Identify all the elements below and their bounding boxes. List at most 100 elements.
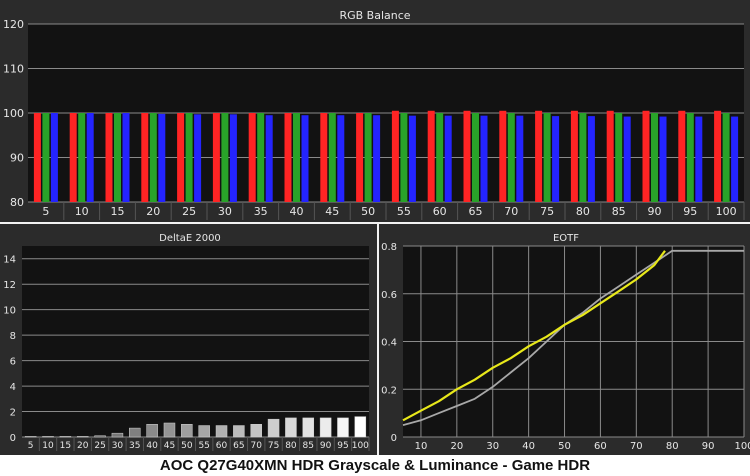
deltae-bar <box>215 425 228 438</box>
bar-green <box>651 113 658 202</box>
x-tick-label: 40 <box>290 205 304 218</box>
x-tick-label: 85 <box>612 205 626 218</box>
deltae-bar <box>285 417 297 438</box>
x-tick-label: 20 <box>146 205 160 218</box>
x-tick-label: 35 <box>254 205 268 218</box>
bar-red <box>177 113 185 202</box>
x-tick-label: 90 <box>702 441 715 452</box>
x-tick-label: 80 <box>666 441 679 452</box>
bar-green <box>507 113 515 202</box>
deltae-bar <box>233 425 245 438</box>
bar-green <box>543 113 551 202</box>
x-tick-label: 90 <box>648 205 662 218</box>
bar-red <box>570 110 578 202</box>
y-tick-label: 10 <box>3 306 16 317</box>
x-tick-label: 60 <box>433 205 447 218</box>
bar-blue <box>408 115 416 202</box>
rgb-chart: 80 90 100 110 120 5 10 15 20 25 30 35 40 45 50 55 60 65 70… <box>3 18 745 220</box>
deltae-bar <box>354 416 367 438</box>
bar-red <box>141 113 149 202</box>
eotf-chart: 0 0.2 0.4 0.6 0.8 10 20 30 40 50 60 70 80 90 100 <box>381 242 750 452</box>
bar-green <box>328 113 336 202</box>
bar-blue <box>480 115 488 202</box>
bar-blue <box>301 115 309 202</box>
bar-blue <box>731 116 739 202</box>
bar-blue <box>337 115 345 202</box>
x-tick-label: 100 <box>352 441 369 451</box>
x-tick-label: 55 <box>198 441 209 451</box>
bar-blue <box>50 113 58 202</box>
bar-blue <box>194 114 202 202</box>
bar-blue <box>373 115 381 202</box>
x-tick-label: 90 <box>320 441 332 451</box>
x-tick-label: 15 <box>111 205 125 218</box>
bar-red <box>33 113 41 202</box>
x-tick-label: 25 <box>182 205 196 218</box>
x-tick-label: 100 <box>716 205 737 218</box>
x-tick-label: 80 <box>285 441 297 451</box>
bar-red <box>714 110 722 202</box>
y-tick-label: 0.6 <box>381 290 397 301</box>
y-tick-label: 8 <box>10 331 16 342</box>
bar-blue <box>265 115 273 202</box>
x-tick-label: 30 <box>486 441 499 452</box>
deltae-bar <box>24 436 37 438</box>
rgb-chart-title: RGB Balance <box>339 9 410 22</box>
x-tick-label: 5 <box>42 205 49 218</box>
bar-red <box>463 110 471 202</box>
x-tick-label: 10 <box>42 441 54 451</box>
y-tick-label: 80 <box>10 196 24 209</box>
deltae-bar <box>111 432 124 438</box>
x-tick-label: 15 <box>60 441 71 451</box>
y-tick-label: 0.2 <box>381 385 397 396</box>
bar-blue <box>623 116 631 202</box>
deltae-chart-title: DeltaE 2000 <box>159 233 221 244</box>
bar-blue <box>229 114 237 202</box>
bar-blue <box>552 116 560 202</box>
x-tick-label: 70 <box>250 441 262 451</box>
x-tick-label: 85 <box>303 441 314 451</box>
bar-green <box>615 113 623 202</box>
bar-red <box>69 113 77 202</box>
bar-green <box>722 113 730 202</box>
x-tick-label: 60 <box>594 441 607 452</box>
bar-blue <box>444 115 452 202</box>
deltae-bar <box>250 424 262 438</box>
panel-divider <box>0 222 750 224</box>
deltae-chart: 0 2 4 6 8 10 12 14 5 10 15 20 25 30 35 40 45 50 55 60 65 70 75… <box>3 255 370 451</box>
bar-green <box>114 113 121 202</box>
bar-green <box>185 113 193 202</box>
bar-blue <box>86 113 94 202</box>
x-tick-label: 70 <box>504 205 518 218</box>
bar-red <box>427 110 435 202</box>
bar-green <box>686 113 694 202</box>
figure-caption: AOC Q27G40XMN HDR Grayscale & Luminance … <box>159 457 591 474</box>
y-tick-label: 14 <box>3 255 16 266</box>
deltae-bar <box>181 424 193 438</box>
bar-red <box>499 110 507 202</box>
bar-red <box>642 110 650 202</box>
x-tick-label: 65 <box>469 205 483 218</box>
bar-green <box>149 113 157 202</box>
y-tick-label: 6 <box>10 357 16 368</box>
bar-green <box>257 113 265 202</box>
bar-red <box>248 113 256 202</box>
y-tick-label: 110 <box>3 63 24 76</box>
x-tick-label: 95 <box>337 441 348 451</box>
chart-canvas: RGB Balance DeltaE 2000 EOTF 80901001101… <box>0 0 750 455</box>
x-tick-label: 60 <box>216 441 228 451</box>
x-tick-label: 45 <box>325 205 339 218</box>
x-tick-label: 40 <box>522 441 535 452</box>
bar-red <box>356 113 364 202</box>
y-tick-label: 0 <box>391 433 397 444</box>
x-tick-label: 75 <box>540 205 554 218</box>
x-tick-label: 25 <box>94 441 105 451</box>
bar-blue <box>122 113 130 202</box>
bar-red <box>535 110 543 202</box>
y-tick-label: 0.4 <box>381 338 397 349</box>
bar-green <box>364 113 372 202</box>
x-tick-label: 70 <box>630 441 643 452</box>
bar-blue <box>158 113 166 202</box>
bar-green <box>42 113 50 202</box>
x-tick-label: 5 <box>28 441 34 451</box>
